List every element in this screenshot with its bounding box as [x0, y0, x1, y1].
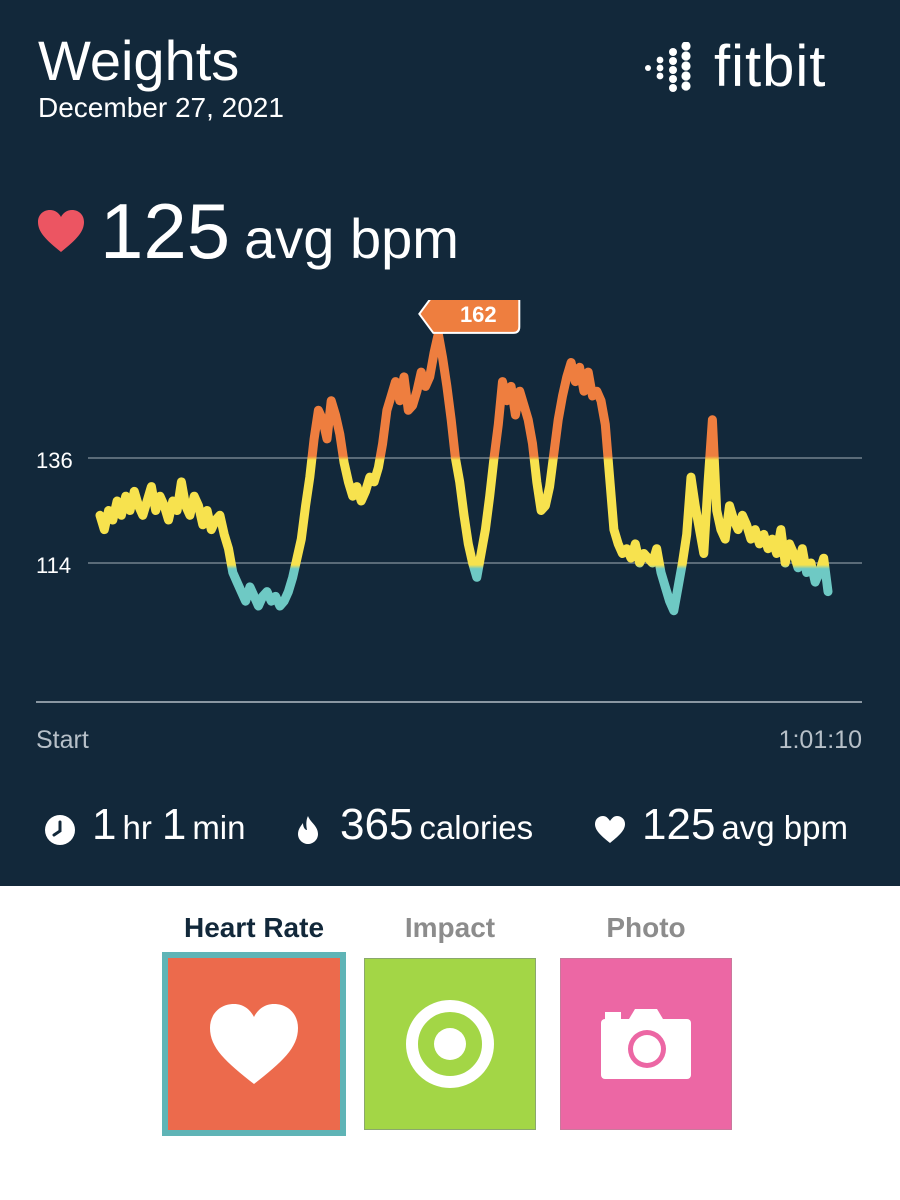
calories-stat: 365 calories	[292, 800, 533, 860]
tab-heart-rate[interactable]	[162, 952, 346, 1136]
tab-heart-rate-label[interactable]: Heart Rate	[183, 912, 325, 943]
avg-bpm-value: 125	[642, 800, 716, 849]
x-label-end: 1:01:10	[779, 726, 862, 754]
avg-heart-rate-value: 125	[100, 187, 231, 275]
heart-rate-line	[95, 329, 833, 616]
avg-bpm-stat: 125 avg bpm	[594, 800, 848, 860]
clock-icon	[45, 815, 75, 845]
workout-stats-row: 1 hr 1 min 365 calories 125 avg bpm	[0, 800, 900, 860]
tab-impact-label[interactable]: Impact	[404, 912, 496, 943]
duration-hours-value: 1	[92, 800, 117, 849]
avg-heart-rate-unit: avg bpm	[244, 207, 459, 270]
camera-icon	[601, 1009, 691, 1079]
activity-date: December 27, 2021	[38, 92, 284, 123]
heart-icon	[595, 816, 625, 843]
tab-photo[interactable]	[560, 958, 732, 1130]
calories-unit: calories	[419, 809, 534, 846]
peak-heart-rate-tag: 162	[418, 300, 521, 334]
fitbit-logo: fitbit	[642, 32, 872, 102]
peak-tag-value: 162	[460, 302, 497, 327]
fitbit-wordmark: fitbit	[714, 34, 827, 99]
fitbit-dots-icon	[645, 42, 691, 92]
tab-impact[interactable]	[364, 958, 536, 1130]
tab-photo-label[interactable]: Photo	[606, 912, 686, 943]
duration-hours-unit: hr	[122, 809, 152, 846]
avg-bpm-unit: avg bpm	[721, 809, 848, 846]
duration-stat: 1 hr 1 min	[44, 800, 246, 860]
flame-icon	[298, 816, 318, 844]
calories-value: 365	[340, 800, 414, 849]
peak-tag-shape	[418, 300, 521, 334]
target-icon	[406, 1000, 494, 1088]
duration-minutes-value: 1	[161, 800, 187, 849]
y-tick-label-lower: 114	[36, 553, 71, 578]
y-tick-label-upper: 136	[36, 448, 73, 473]
x-label-start: Start	[36, 726, 89, 754]
avg-heart-rate-summary: 125 avg bpm	[36, 186, 459, 276]
workout-summary-panel: Weights December 27, 2021 fitbit 125 avg…	[0, 0, 900, 886]
duration-minutes-unit: min	[192, 809, 246, 846]
activity-title: Weights	[38, 29, 240, 92]
heart-rate-chart: 136 114 162 Start 1:01:10	[36, 300, 862, 754]
heart-icon	[210, 1004, 298, 1084]
heart-icon	[38, 210, 84, 252]
